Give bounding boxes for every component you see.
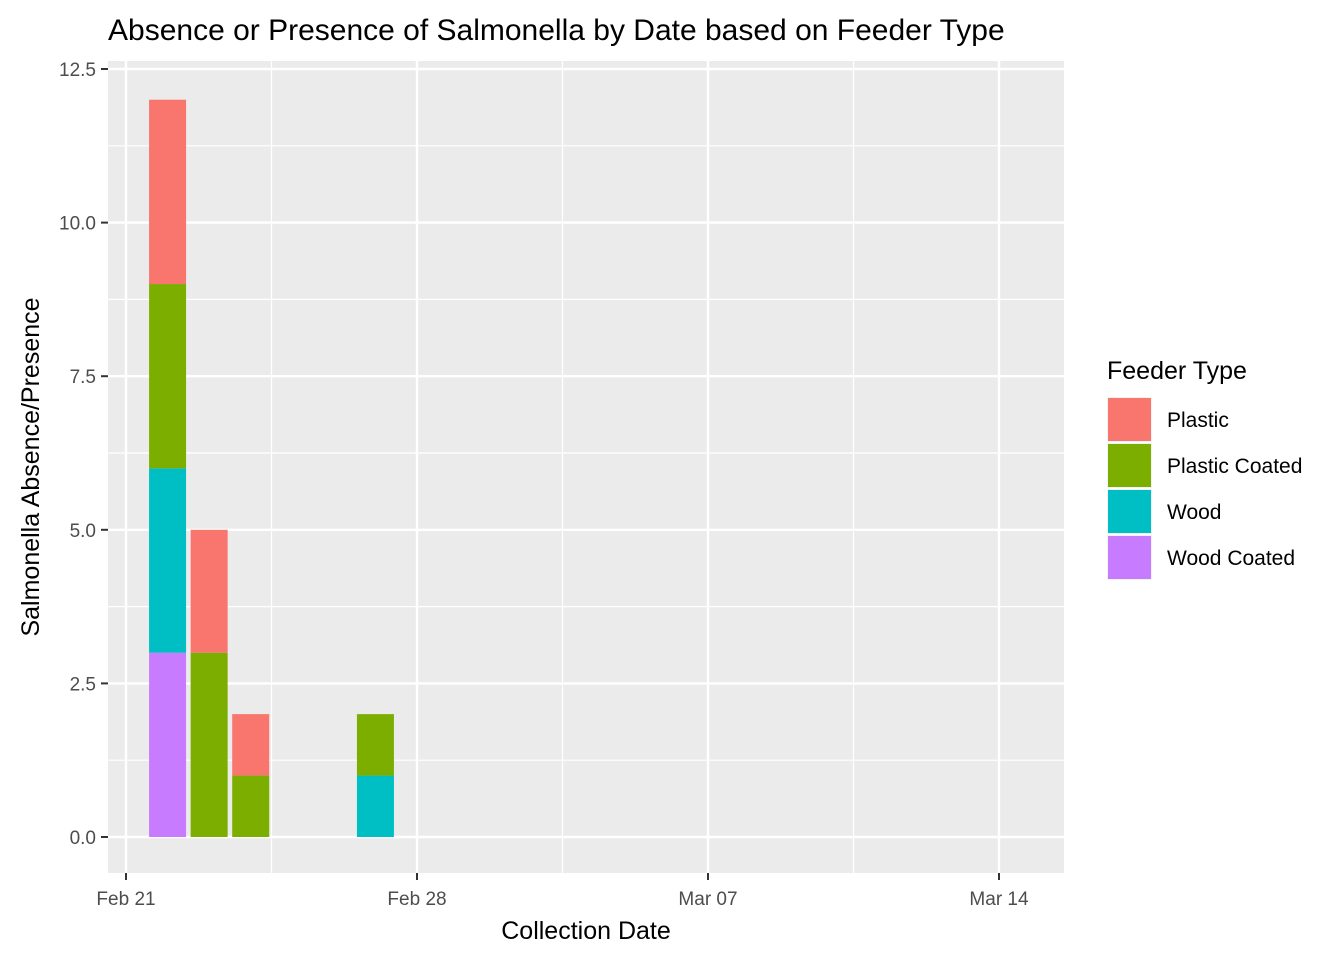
chart-title: Absence or Presence of Salmonella by Dat…: [108, 14, 1005, 47]
x-tick-label: Mar 07: [678, 889, 737, 910]
legend-label: Plastic: [1167, 409, 1229, 432]
y-tick-label: 7.5: [70, 367, 96, 388]
x-tick-label: Feb 21: [96, 889, 155, 910]
legend: Feeder Type Plastic Plastic Coated Wood Woo…: [1107, 357, 1302, 580]
x-axis-title: Collection Date: [501, 917, 671, 945]
bar-segment-plastic-coated: [149, 284, 187, 469]
bar-segment-wood: [356, 775, 394, 837]
legend-label: Plastic Coated: [1167, 455, 1302, 478]
bar-segment-plastic: [232, 714, 270, 776]
legend-swatch-wood: [1108, 490, 1151, 533]
bar-segment-wood-coated: [149, 652, 187, 837]
y-tick-label: 5.0: [70, 521, 96, 542]
y-axis-title: Salmonella Absence/Presence: [17, 297, 45, 636]
legend-label: Wood: [1167, 501, 1221, 524]
legend-swatch-plastic-coated: [1108, 444, 1151, 487]
bar-segment-plastic-coated: [190, 652, 228, 837]
x-axis: Feb 21 Feb 28 Mar 07 Mar 14: [96, 873, 1029, 910]
x-tick-label: Feb 28: [387, 889, 446, 910]
x-tick-label: Mar 14: [969, 889, 1029, 910]
bar-segment-plastic-coated: [232, 775, 270, 837]
y-tick-label: 0.0: [70, 828, 96, 849]
legend-title: Feeder Type: [1107, 357, 1247, 385]
legend-label: Wood Coated: [1167, 547, 1295, 570]
bar-segment-plastic-coated: [356, 714, 394, 776]
bars: [149, 99, 394, 837]
bar-segment-plastic: [149, 99, 187, 285]
legend-swatch-wood-coated: [1108, 536, 1151, 579]
y-tick-label: 2.5: [70, 674, 96, 695]
y-tick-label: 10.0: [59, 214, 96, 235]
bar-segment-wood: [149, 468, 187, 653]
legend-swatch-plastic: [1108, 398, 1151, 441]
y-axis: 0.0 2.5 5.0 7.5 10.0 12.5: [59, 60, 108, 849]
y-tick-label: 12.5: [59, 60, 96, 81]
bar-segment-plastic: [190, 529, 228, 653]
